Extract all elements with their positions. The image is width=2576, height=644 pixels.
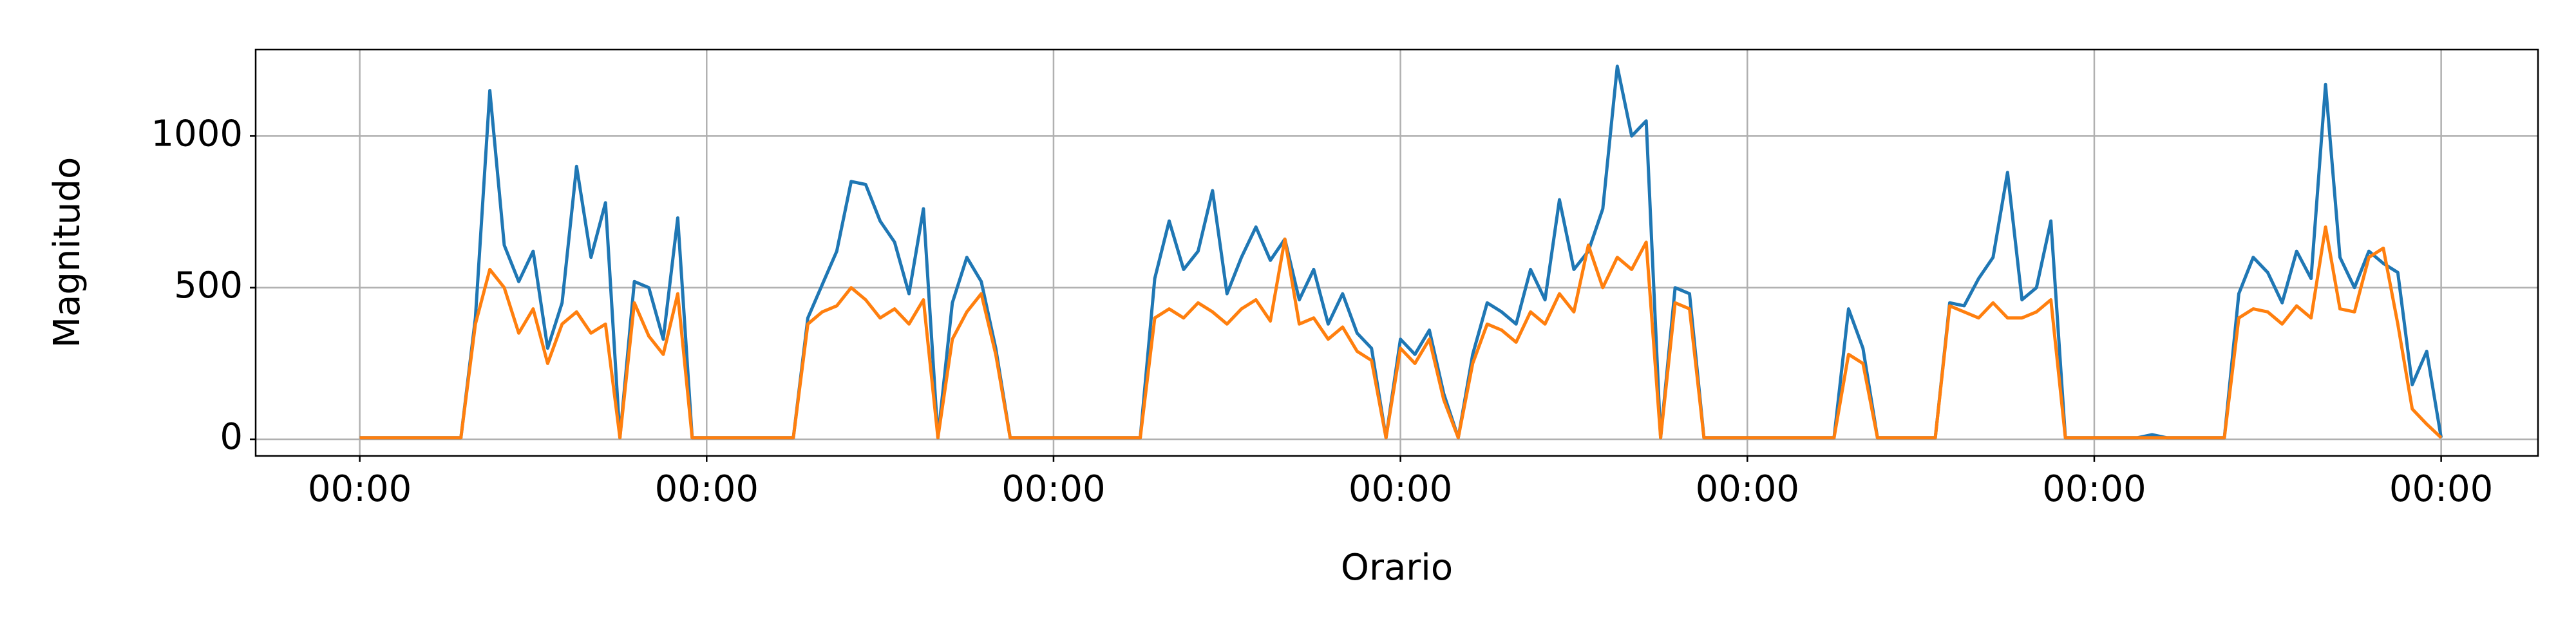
x-tick-label: 00:00 [2389,468,2493,510]
plot-frame [254,48,2539,457]
x-tick-label: 00:00 [308,468,412,510]
x-tick-label: 00:00 [1001,468,1105,510]
x-tick-label: 00:00 [1696,468,1799,510]
data-line [359,225,2443,440]
y-tick-label: 0 [220,416,243,458]
x-tick-label: 00:00 [1349,468,1452,510]
y-tick-label: 1000 [151,113,243,155]
x-tick-label: 00:00 [2042,468,2146,510]
y-axis-label: Magnitudo [46,157,88,348]
x-axis-label: Orario [1341,547,1453,589]
x-tick-label: 00:00 [655,468,759,510]
y-tick-label: 500 [174,265,243,307]
